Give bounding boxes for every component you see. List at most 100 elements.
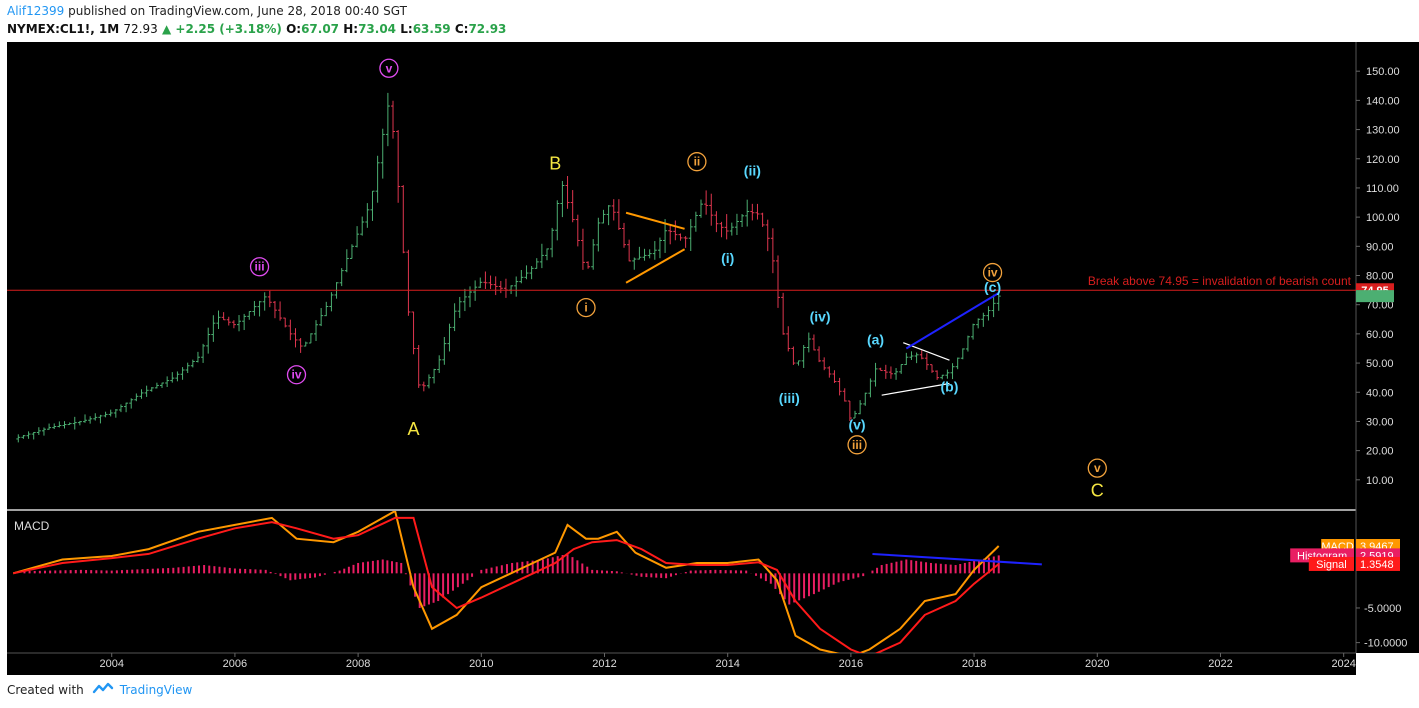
time-tick-label: 2008 xyxy=(346,658,370,670)
high-label: H: xyxy=(343,22,359,36)
macd-line xyxy=(12,511,1000,653)
macd-tick-label: -10.0000 xyxy=(1364,638,1407,650)
invalidation-annotation: Break above 74.95 = invalidation of bear… xyxy=(1088,274,1352,288)
time-tick-label: 2004 xyxy=(99,658,123,670)
macd-title: MACD xyxy=(14,519,50,533)
time-tick-label: 2020 xyxy=(1085,658,1109,670)
macd-value-badge-label: 1.3548 xyxy=(1360,559,1394,571)
time-tick-label: 2006 xyxy=(223,658,247,670)
signal-line xyxy=(12,516,1000,653)
blue-trend-line[interactable] xyxy=(905,292,1000,350)
time-tick-label: 2022 xyxy=(1208,658,1232,670)
time-axis-bg[interactable] xyxy=(7,653,1356,675)
price-tick-label: 80.00 xyxy=(1366,271,1394,283)
high-value: 73.04 xyxy=(358,22,397,36)
wave-label: B xyxy=(549,154,561,174)
wave-label: (i) xyxy=(721,250,734,266)
time-tick-label: 2014 xyxy=(715,658,739,670)
price-tick-label: 140.00 xyxy=(1366,95,1400,107)
wave-label: (c) xyxy=(984,279,1001,295)
macd-layer xyxy=(12,511,1000,653)
low-label: L: xyxy=(400,22,413,36)
candles-layer xyxy=(16,92,1001,443)
change-value: +2.25 (+3.18%) xyxy=(175,22,282,36)
price-tick-label: 60.00 xyxy=(1366,329,1394,341)
macd-pane[interactable] xyxy=(7,511,1356,653)
wave-label: v xyxy=(1094,461,1101,475)
macd-name-badge xyxy=(1308,556,1354,571)
time-tick-label: 2016 xyxy=(839,658,863,670)
price-tick-label: 40.00 xyxy=(1366,387,1394,399)
time-tick-label: 2010 xyxy=(469,658,493,670)
last-price: 72.93 xyxy=(123,22,158,36)
symbol-line: NYMEX:CL1!, 1M 72.93 ▲ +2.25 (+3.18%) O:… xyxy=(7,21,506,38)
wave-label: (v) xyxy=(848,416,865,432)
author-link[interactable]: Alif12399 xyxy=(7,4,65,18)
open-label: O: xyxy=(286,22,302,36)
price-tick-label: 50.00 xyxy=(1366,358,1394,370)
price-tick-label: 90.00 xyxy=(1366,241,1394,253)
close-value: 72.93 xyxy=(468,22,507,36)
time-tick-label: 2018 xyxy=(962,658,986,670)
wave-label-circle xyxy=(687,152,707,172)
time-tick-label: 2024 xyxy=(1331,658,1355,670)
triangle-lower-line[interactable] xyxy=(625,248,686,284)
wave-label-circle xyxy=(286,365,307,385)
tradingview-logo-icon xyxy=(92,682,114,697)
macd-ticks: -5.0000 -10.0000 xyxy=(1356,603,1407,650)
price-pane[interactable] xyxy=(7,42,1356,509)
macd-trend-line[interactable] xyxy=(872,552,1042,566)
symbol-label[interactable]: NYMEX:CL1!, 1M xyxy=(7,22,120,36)
created-with-label: Created with xyxy=(7,682,84,697)
wave-label: (ii) xyxy=(744,162,761,178)
triangle-upper-line[interactable] xyxy=(625,211,685,230)
wave-label: iv xyxy=(988,266,998,280)
price-tick-label: 20.00 xyxy=(1366,446,1394,458)
price-tick-label: 100.00 xyxy=(1366,212,1400,224)
low-value: 63.59 xyxy=(412,22,451,36)
wave-label: C xyxy=(1091,480,1104,500)
wave-label-circle xyxy=(576,297,596,318)
wave-label: (iii) xyxy=(779,390,800,406)
footer: Created with TradingView xyxy=(7,682,192,697)
tradingview-link[interactable]: TradingView xyxy=(119,682,193,697)
price-tick-label: 150.00 xyxy=(1366,66,1400,78)
wave-label-circle xyxy=(982,262,1003,283)
last-price-badge xyxy=(1356,290,1394,303)
wave-label: i xyxy=(584,301,587,315)
open-value: 67.07 xyxy=(301,22,340,36)
wave-label: ii xyxy=(694,155,701,169)
price-tick-label: 120.00 xyxy=(1366,154,1400,166)
close-label: C: xyxy=(454,22,469,36)
macd-name-badge-label: Signal xyxy=(1316,559,1347,571)
macd-value-badge xyxy=(1356,556,1400,571)
price-tick-label: 10.00 xyxy=(1366,475,1394,487)
wave-label-circle xyxy=(1087,458,1107,478)
macd-tick-label: -5.0000 xyxy=(1364,603,1401,615)
wave-label-circle xyxy=(847,435,867,455)
price-tick-label: 30.00 xyxy=(1366,416,1394,428)
wave-label: (a) xyxy=(867,332,884,348)
wave-label: iii xyxy=(852,438,862,452)
wave-label: v xyxy=(386,61,393,75)
time-tick-label: 2012 xyxy=(592,658,616,670)
wave-label: iii xyxy=(255,260,265,274)
wedge-lower-line[interactable] xyxy=(881,382,950,396)
wave-label-circle xyxy=(249,257,270,277)
time-ticks: 2004 2006 2008 2010 2012 2014 2016 2018 2020 2022… xyxy=(99,653,1356,670)
publish-line: Alif12399 published on TradingView.com, … xyxy=(7,3,407,20)
wave-label: A xyxy=(408,419,420,439)
wave-label-circle xyxy=(379,58,399,78)
wave-label: (iv) xyxy=(810,308,831,324)
publish-info: published on TradingView.com, June 28, 2… xyxy=(68,4,407,18)
price-tick-label: 110.00 xyxy=(1366,183,1399,195)
price-ticks: 150.00 140.00 130.00 120.00 110.00 100.00 90.0… xyxy=(1356,66,1400,487)
price-tick-label: 130.00 xyxy=(1366,125,1400,137)
up-arrow-icon: ▲ xyxy=(161,22,172,36)
wave-label: (b) xyxy=(941,378,959,394)
wave-label: iv xyxy=(292,368,302,382)
price-tick-label: 70.00 xyxy=(1366,300,1394,312)
